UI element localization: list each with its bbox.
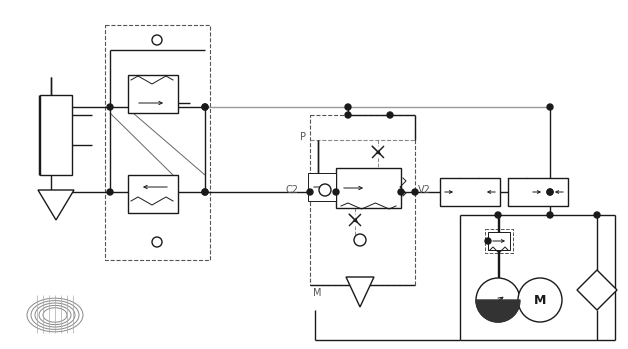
Circle shape bbox=[319, 184, 331, 196]
Polygon shape bbox=[346, 277, 374, 307]
Text: M: M bbox=[313, 288, 322, 298]
Circle shape bbox=[387, 112, 393, 118]
Text: M: M bbox=[534, 294, 546, 306]
Bar bbox=[128, 175, 178, 213]
Bar bbox=[40, 95, 72, 175]
Circle shape bbox=[495, 212, 501, 218]
Circle shape bbox=[307, 189, 313, 195]
Circle shape bbox=[485, 238, 491, 244]
Circle shape bbox=[107, 189, 113, 195]
Circle shape bbox=[202, 104, 208, 110]
Text: C2: C2 bbox=[285, 185, 298, 195]
Circle shape bbox=[107, 104, 113, 110]
Polygon shape bbox=[38, 190, 74, 220]
Bar bbox=[128, 75, 178, 113]
Circle shape bbox=[594, 212, 600, 218]
Bar bbox=[336, 168, 401, 208]
Circle shape bbox=[202, 189, 208, 195]
Circle shape bbox=[547, 189, 553, 195]
Circle shape bbox=[202, 189, 208, 195]
Circle shape bbox=[547, 189, 553, 195]
Polygon shape bbox=[577, 270, 617, 310]
Text: V2: V2 bbox=[418, 185, 431, 195]
Bar bbox=[508, 178, 568, 206]
Circle shape bbox=[547, 104, 553, 110]
Bar bbox=[308, 173, 336, 201]
Polygon shape bbox=[476, 300, 520, 322]
Bar bbox=[440, 178, 500, 206]
Circle shape bbox=[152, 35, 162, 45]
Circle shape bbox=[202, 104, 208, 110]
Circle shape bbox=[518, 278, 562, 322]
Circle shape bbox=[547, 212, 553, 218]
Circle shape bbox=[398, 189, 404, 195]
Circle shape bbox=[152, 237, 162, 247]
Circle shape bbox=[333, 189, 339, 195]
Circle shape bbox=[345, 104, 351, 110]
Text: P: P bbox=[300, 132, 306, 142]
Circle shape bbox=[354, 234, 366, 246]
Circle shape bbox=[345, 112, 351, 118]
Circle shape bbox=[412, 189, 418, 195]
Bar bbox=[488, 232, 510, 250]
Circle shape bbox=[476, 278, 520, 322]
